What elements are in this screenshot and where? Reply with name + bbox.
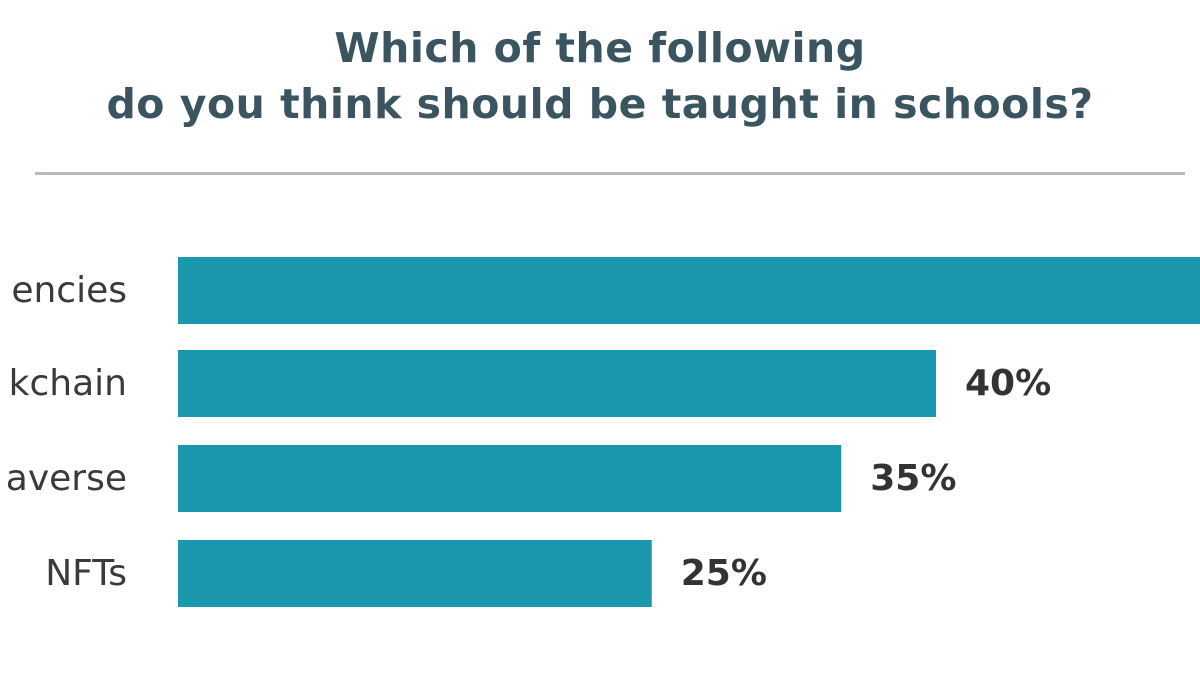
chart-title: Which of the following do you think shou… <box>0 20 1200 132</box>
category-label-3: NFTs <box>45 553 127 594</box>
bar-2 <box>178 445 842 512</box>
value-label-2: 35% <box>870 458 956 499</box>
category-label-0: encies <box>11 270 127 311</box>
chart-title-line-2: do you think should be taught in schools… <box>106 80 1094 128</box>
value-label-3: 25% <box>681 553 767 594</box>
value-label-1: 40% <box>965 363 1051 404</box>
category-label-1: kchain <box>9 363 127 404</box>
title-divider <box>35 172 1185 175</box>
bar-3 <box>178 540 652 607</box>
category-label-2: averse <box>6 458 127 499</box>
chart-title-line-1: Which of the following <box>334 24 866 72</box>
bar-0 <box>178 257 1200 324</box>
bar-1 <box>178 350 936 417</box>
